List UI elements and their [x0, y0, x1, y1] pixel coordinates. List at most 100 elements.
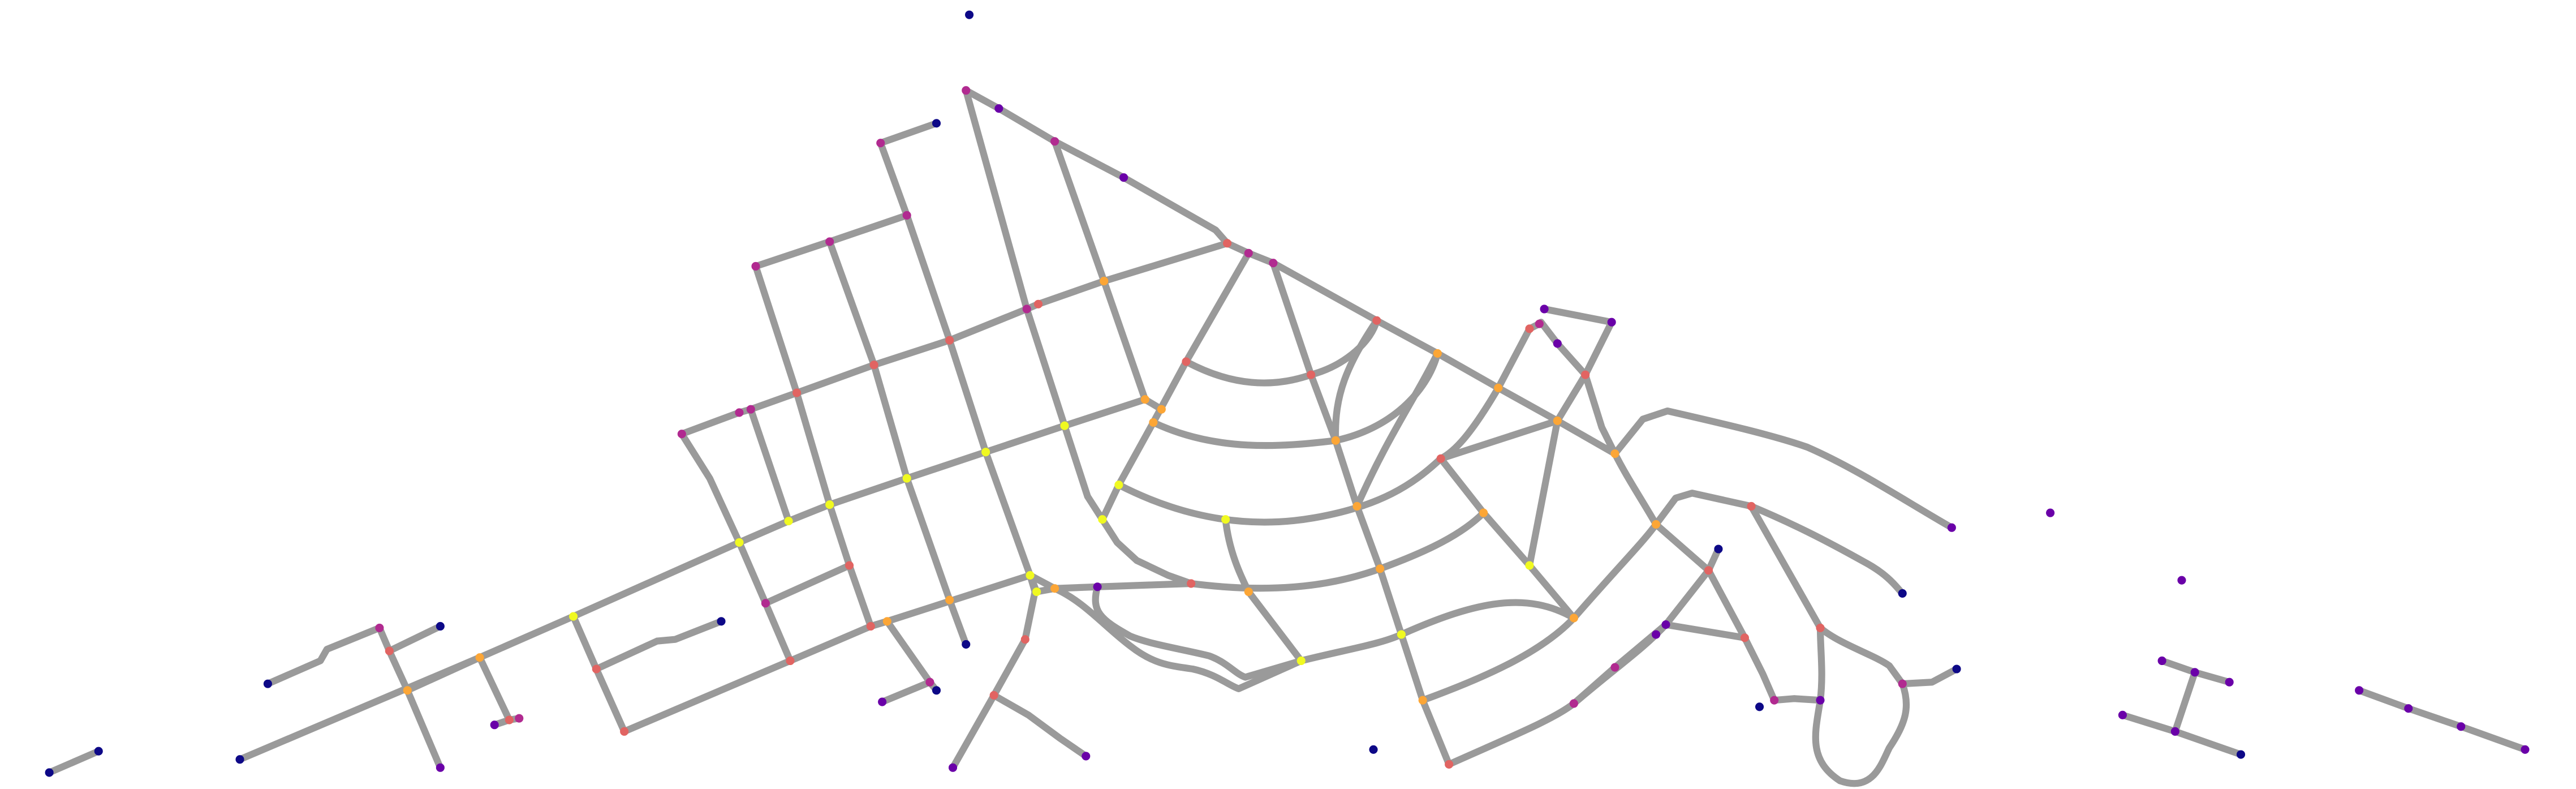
street-segment: [1269, 259, 1453, 768]
street-segment: [1099, 250, 1252, 523]
street-segment: [593, 618, 725, 673]
intersection-node: [1436, 454, 1445, 463]
intersection-node: [1244, 248, 1253, 258]
intersection-node: [1100, 277, 1109, 286]
intersection-node: [825, 500, 834, 509]
street-segment: [2355, 687, 2529, 753]
street-segment: [826, 238, 970, 648]
street-segment: [1611, 407, 1955, 531]
intersection-node: [1269, 259, 1278, 268]
intersection-node: [882, 617, 891, 626]
intersection-node: [677, 430, 686, 439]
intersection-node: [45, 768, 54, 777]
intersection-node: [1652, 630, 1661, 639]
intersection-node: [385, 646, 394, 655]
intersection-node: [1569, 614, 1578, 623]
street-segment: [877, 119, 940, 147]
intersection-node: [925, 677, 934, 687]
intersection-node: [1082, 752, 1091, 761]
intersection-node: [1187, 579, 1196, 588]
street-segment: [1115, 455, 1487, 526]
intersection-node: [515, 714, 524, 723]
intersection-node: [1494, 383, 1503, 392]
intersection-node: [1525, 324, 1534, 333]
intersection-node: [825, 237, 834, 246]
intersection-node: [1050, 137, 1059, 146]
intersection-node: [1331, 436, 1340, 445]
intersection-node: [2355, 686, 2364, 695]
street-segment: [1332, 317, 1380, 444]
intersection-node: [1033, 299, 1043, 308]
street-segment: [1353, 350, 1441, 510]
intersection-node: [845, 561, 854, 570]
intersection-node: [263, 679, 272, 688]
intersection-node: [403, 686, 412, 695]
intersection-node: [786, 656, 795, 666]
intersection-node: [490, 721, 499, 730]
intersection-node: [1022, 305, 1031, 314]
street-segment: [1540, 305, 1616, 326]
intersection-node: [2521, 745, 2530, 754]
street-segment: [1187, 509, 1487, 592]
intersection-node: [1652, 520, 1661, 529]
street-segment: [949, 572, 1039, 771]
intersection-node: [1553, 416, 1562, 426]
intersection-node: [1114, 481, 1123, 490]
intersection-node: [792, 388, 802, 397]
intersection-node: [994, 104, 1003, 113]
intersection-node: [1553, 339, 1562, 348]
street-segment: [1747, 503, 1906, 688]
intersection-node: [1149, 418, 1158, 427]
street-segment: [1812, 624, 1961, 787]
street-segment: [376, 624, 444, 771]
street-segment: [762, 561, 853, 607]
street-segment: [404, 654, 513, 724]
intersection-node: [2190, 668, 2199, 677]
street-segment: [1099, 516, 1195, 588]
intersection-node: [1157, 405, 1166, 414]
intersection-node: [235, 755, 244, 764]
intersection-node: [945, 595, 954, 604]
intersection-node: [2157, 656, 2166, 666]
street-segment: [1705, 567, 1824, 704]
intersection-node: [375, 623, 384, 632]
intersection-node: [1369, 745, 1378, 754]
intersection-node: [2236, 750, 2246, 759]
intersection-node: [436, 621, 445, 631]
intersection-node: [1397, 630, 1406, 639]
intersection-node: [1535, 319, 1544, 328]
intersection-node: [2170, 727, 2179, 736]
intersection-node: [1714, 544, 1723, 554]
street-edges: [46, 87, 2529, 787]
intersection-nodes: [45, 10, 2530, 777]
intersection-node: [1050, 584, 1059, 593]
intersection-node: [784, 517, 793, 526]
street-segment: [678, 239, 1231, 438]
intersection-node: [932, 119, 941, 128]
intersection-node: [2046, 508, 2055, 517]
intersection-node: [1525, 561, 1534, 570]
intersection-node: [981, 448, 990, 457]
street-segment: [1445, 621, 1670, 768]
intersection-node: [1540, 305, 1549, 314]
intersection-node: [945, 336, 954, 345]
street-segment: [877, 139, 1034, 579]
intersection-node: [1418, 696, 1427, 705]
intersection-node: [902, 474, 911, 483]
intersection-node: [620, 727, 629, 736]
intersection-node: [1307, 370, 1316, 379]
intersection-node: [1581, 370, 1590, 379]
intersection-node: [1060, 421, 1069, 430]
intersection-node: [1610, 449, 1619, 458]
intersection-node: [2457, 722, 2466, 731]
intersection-node: [475, 653, 484, 662]
intersection-node: [1755, 702, 1764, 711]
street-segment: [990, 692, 1089, 760]
intersection-node: [436, 763, 445, 772]
intersection-node: [2404, 704, 2413, 713]
intersection-node: [1952, 664, 1961, 674]
street-segment: [747, 406, 792, 525]
intersection-node: [1221, 515, 1230, 524]
street-segment: [1611, 631, 1660, 671]
